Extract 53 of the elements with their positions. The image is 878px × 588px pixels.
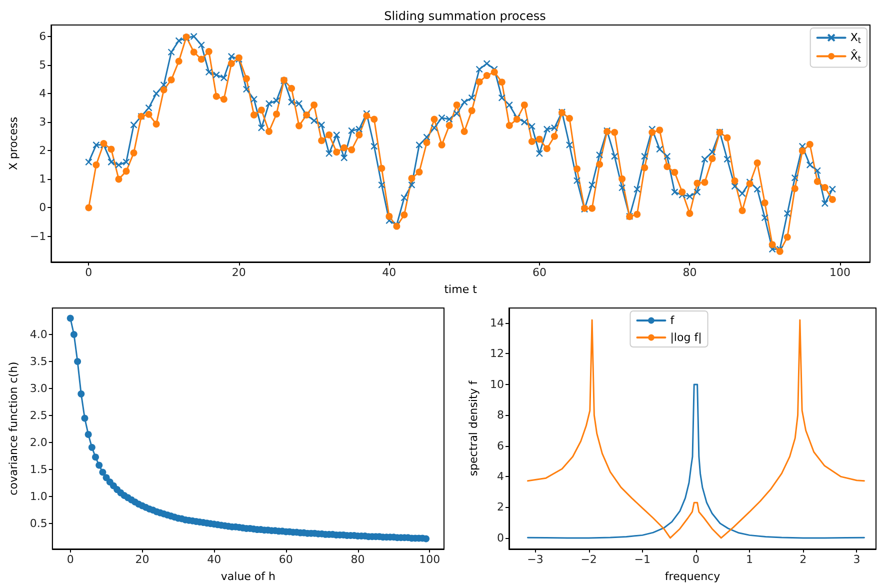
y-tick-label: 1.5	[30, 463, 48, 476]
y-axis-title: covariance function c(h)	[7, 362, 20, 496]
y-tick-label: 0	[39, 201, 46, 214]
y-tick-label: 3	[39, 116, 46, 129]
y-tick-label: 14	[490, 316, 504, 330]
legend-label: f	[670, 314, 676, 327]
x-tick-label: −3	[527, 553, 544, 566]
x-tick-label: 100	[419, 553, 440, 566]
y-tick-label: 5	[39, 58, 46, 72]
x-tick-label: 80	[682, 266, 697, 279]
x-tick-label: 40	[207, 553, 222, 566]
y-tick-label: 4	[497, 470, 504, 484]
y-tick-label: 2	[39, 144, 46, 158]
y-tick-label: 1.0	[30, 490, 48, 504]
y-tick-label: 4.0	[30, 328, 48, 341]
y-axis-title: spectral density f	[467, 380, 480, 476]
legend-label: |log f|	[670, 331, 702, 344]
y-tick-label: 2	[497, 500, 504, 514]
x-tick-label: 60	[278, 553, 293, 566]
x-tick-label: 20	[232, 266, 246, 279]
x-axis-title: value of h	[220, 570, 276, 583]
x-tick-label: 0	[66, 553, 74, 566]
y-tick-label: −1	[30, 230, 46, 243]
x-axis-title: frequency	[664, 570, 721, 583]
y-tick-label: 8	[497, 408, 504, 422]
y-tick-label: 3.5	[30, 354, 48, 368]
x-tick-label: 20	[135, 553, 150, 566]
chart-title: Sliding summation process	[384, 9, 546, 23]
x-axis-title: time t	[444, 283, 478, 296]
x-tick-label: 40	[382, 266, 396, 279]
x-tick-label: 3	[853, 553, 860, 566]
y-tick-label: 1	[39, 172, 46, 186]
x-tick-label: 80	[350, 553, 365, 566]
y-tick-label: 2.0	[30, 436, 48, 450]
y-tick-label: 6	[39, 30, 46, 43]
y-tick-label: 4	[39, 87, 46, 100]
x-tick-label: 1	[746, 553, 754, 566]
x-tick-label: −1	[634, 553, 651, 566]
x-tick-label: 0	[85, 266, 92, 279]
y-tick-label: 0.5	[30, 517, 48, 530]
y-tick-label: 6	[497, 439, 504, 452]
y-tick-label: 0	[497, 531, 504, 544]
x-tick-label: 2	[800, 553, 807, 566]
x-tick-label: 100	[829, 266, 850, 279]
line-series	[527, 384, 865, 539]
y-tick-label: 12	[490, 347, 504, 360]
y-tick-label: 3.0	[30, 382, 48, 396]
x-tick-label: 0	[692, 553, 700, 566]
y-axis-title: X process	[7, 116, 20, 170]
x-tick-label: −2	[580, 553, 597, 566]
y-tick-label: 2.5	[30, 409, 48, 422]
x-tick-label: 60	[532, 266, 546, 279]
y-tick-label: 10	[490, 378, 504, 391]
